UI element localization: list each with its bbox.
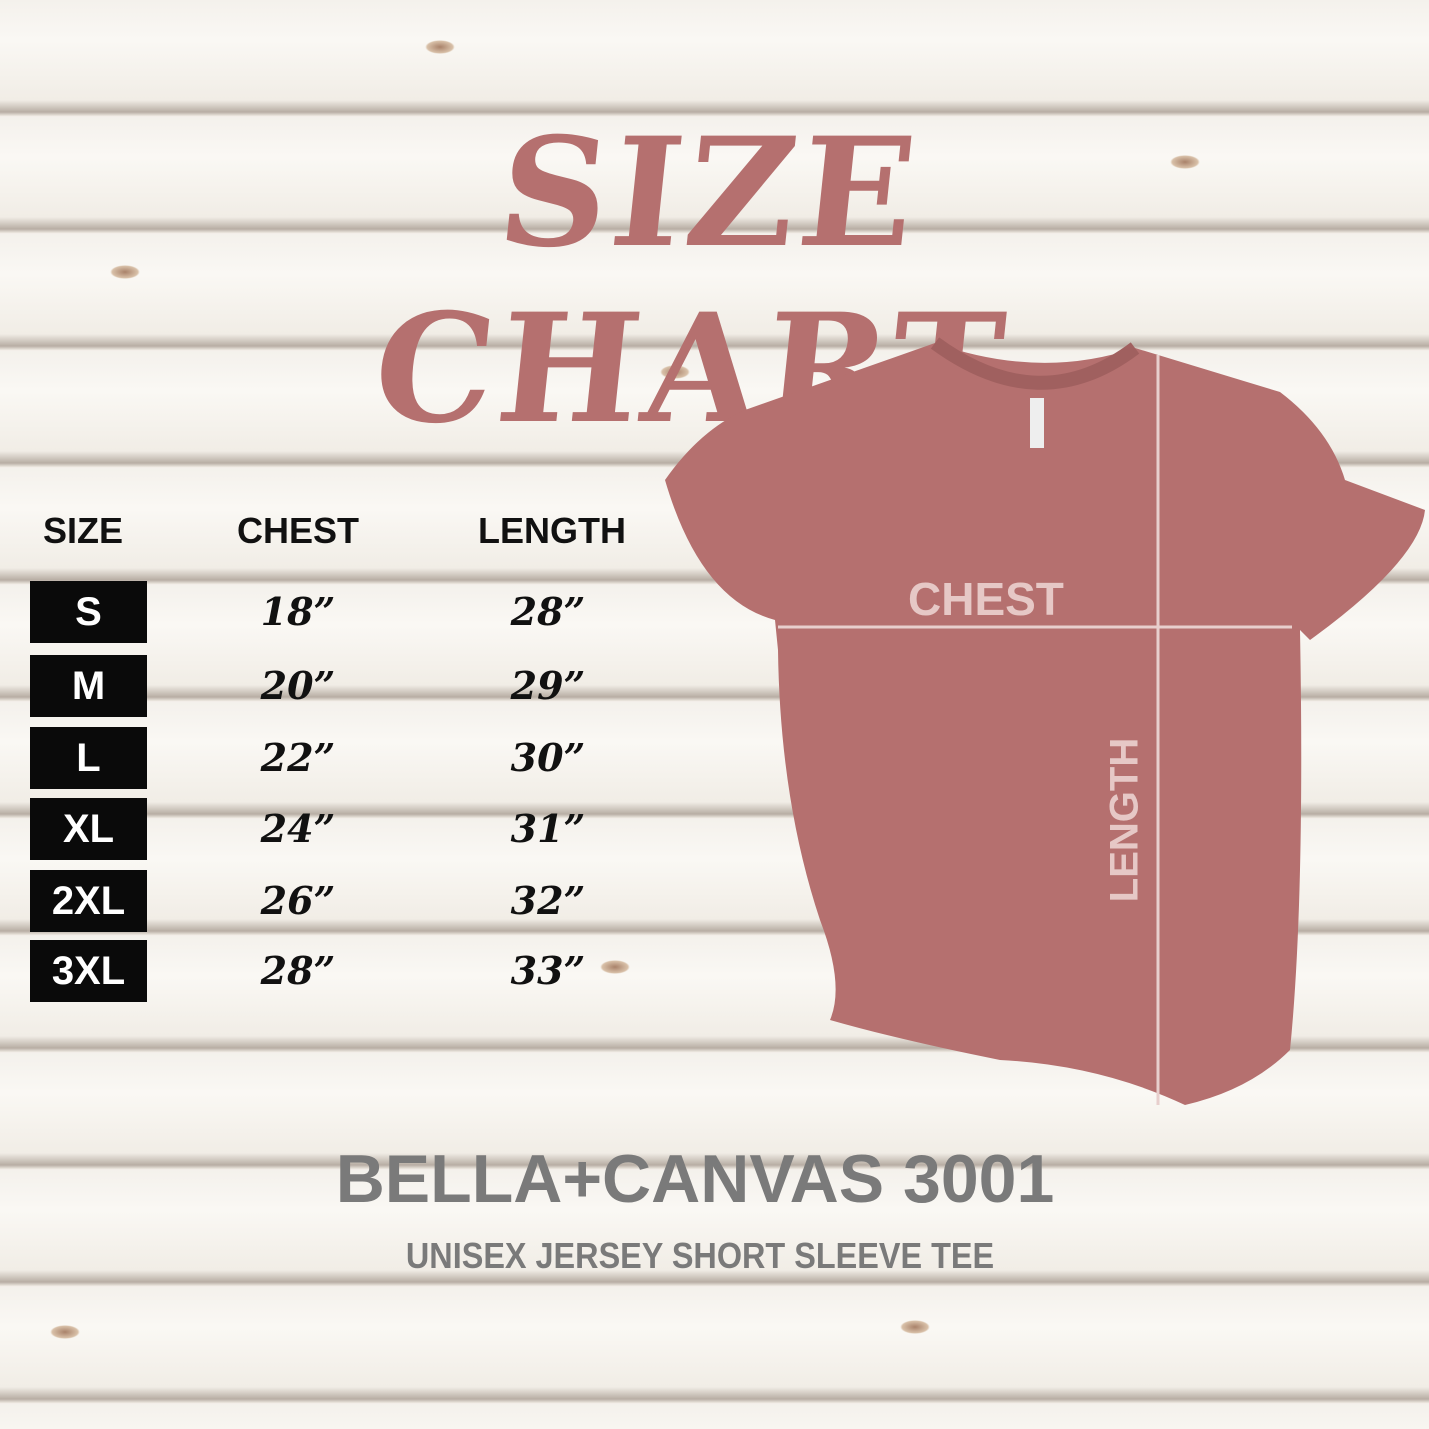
chest-value: 24” bbox=[260, 806, 336, 851]
length-value: 32” bbox=[510, 878, 586, 923]
header-length: LENGTH bbox=[478, 510, 626, 551]
size-label-5: 3XL bbox=[30, 940, 147, 1002]
wood-knot bbox=[50, 1325, 80, 1339]
chest-value: 18” bbox=[260, 589, 336, 634]
size-label-3: XL bbox=[30, 798, 147, 860]
length-label: LENGTH bbox=[1102, 737, 1147, 903]
chest-value: 28” bbox=[260, 948, 336, 993]
size-label-0: S bbox=[30, 581, 147, 643]
header-chest: CHEST bbox=[236, 510, 360, 551]
length-value: 29” bbox=[510, 663, 586, 708]
length-value: 28” bbox=[510, 589, 586, 634]
chest-value: 20” bbox=[260, 663, 336, 708]
product-name: BELLA+CANVAS 3001 bbox=[335, 1141, 1055, 1217]
length-value: 30” bbox=[510, 735, 586, 780]
size-label-1: M bbox=[30, 655, 147, 717]
chest-label: CHEST bbox=[908, 573, 1064, 625]
wood-knot bbox=[110, 265, 140, 279]
wood-knot bbox=[900, 1320, 930, 1334]
chest-value: 22” bbox=[260, 735, 336, 780]
wood-knot bbox=[425, 40, 455, 54]
length-value: 33” bbox=[510, 948, 586, 993]
header-size: SIZE bbox=[42, 510, 124, 551]
length-value: 31” bbox=[510, 806, 586, 851]
tshirt-shape bbox=[665, 343, 1425, 1105]
shirt-tag bbox=[1030, 398, 1044, 448]
wood-knot bbox=[600, 960, 630, 974]
wood-knot bbox=[1170, 155, 1200, 169]
product-description: UNISEX JERSEY SHORT SLEEVE TEE bbox=[405, 1235, 995, 1276]
chest-value: 26” bbox=[260, 878, 336, 923]
wood-knot bbox=[660, 365, 690, 379]
size-label-4: 2XL bbox=[30, 870, 147, 932]
size-label-2: L bbox=[30, 727, 147, 789]
